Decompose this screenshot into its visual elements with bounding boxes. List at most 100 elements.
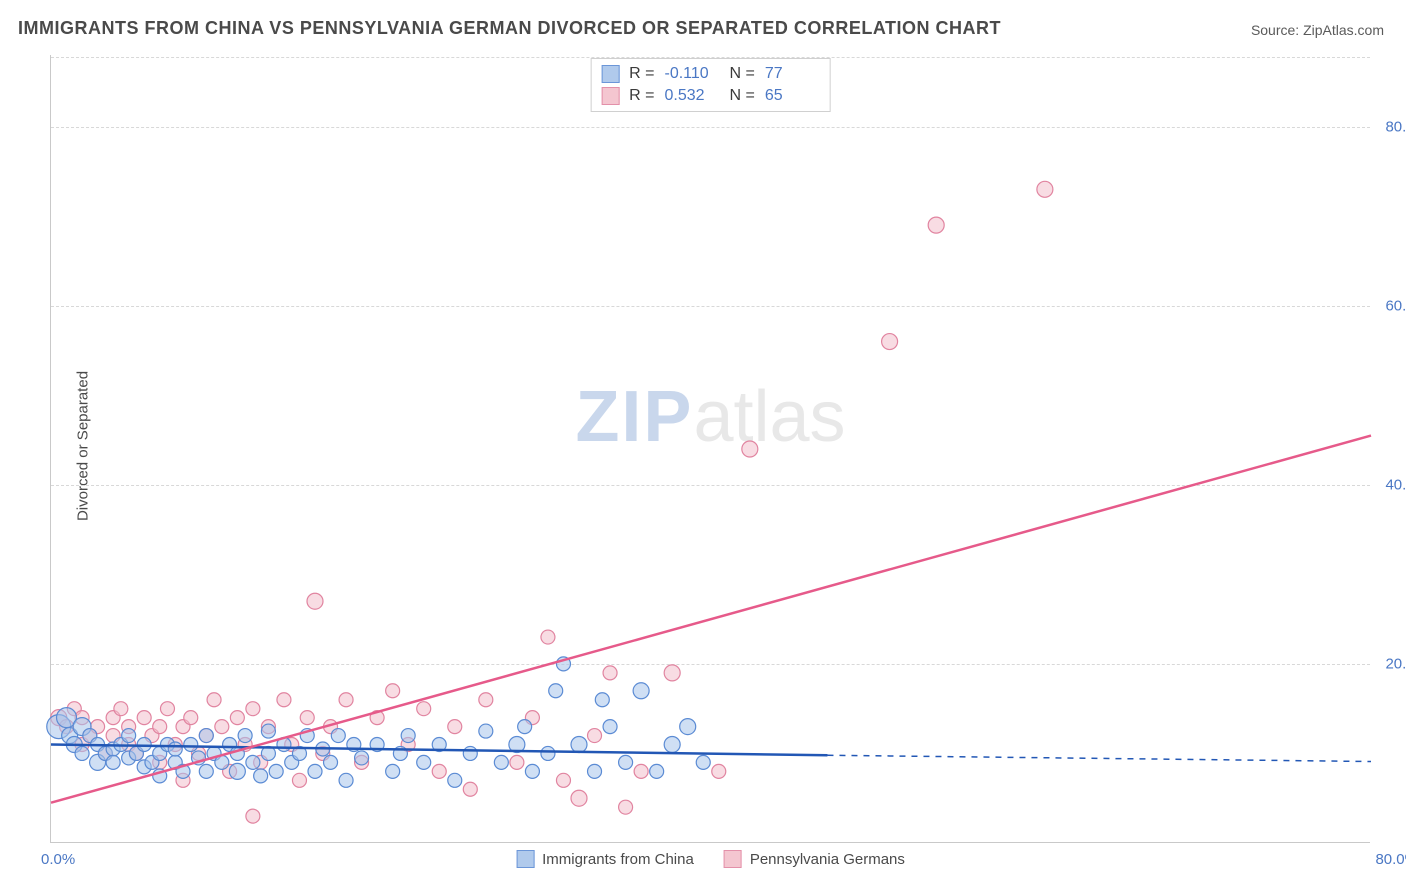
scatter-point bbox=[619, 755, 633, 769]
scatter-point bbox=[463, 746, 477, 760]
scatter-point bbox=[633, 683, 649, 699]
scatter-point bbox=[595, 693, 609, 707]
legend-swatch-pink bbox=[601, 87, 619, 105]
scatter-point bbox=[603, 666, 617, 680]
scatter-point bbox=[292, 773, 306, 787]
scatter-point bbox=[184, 738, 198, 752]
scatter-point bbox=[510, 755, 524, 769]
scatter-point bbox=[300, 711, 314, 725]
scatter-point bbox=[238, 729, 252, 743]
scatter-point bbox=[541, 746, 555, 760]
scatter-point bbox=[479, 724, 493, 738]
scatter-point bbox=[355, 751, 369, 765]
legend-item: Pennsylvania Germans bbox=[724, 850, 905, 868]
scatter-point bbox=[386, 684, 400, 698]
scatter-point bbox=[106, 755, 120, 769]
scatter-point bbox=[246, 702, 260, 716]
legend-swatch-blue bbox=[516, 850, 534, 868]
n-label: N = bbox=[730, 65, 755, 83]
scatter-point bbox=[230, 711, 244, 725]
scatter-point bbox=[664, 737, 680, 753]
scatter-point bbox=[549, 684, 563, 698]
scatter-point bbox=[518, 720, 532, 734]
stats-legend-row: R = 0.532 N = 65 bbox=[601, 85, 820, 107]
scatter-point bbox=[417, 702, 431, 716]
scatter-point bbox=[650, 764, 664, 778]
scatter-point bbox=[184, 711, 198, 725]
legend-swatch-pink bbox=[724, 850, 742, 868]
n-value: 77 bbox=[765, 65, 820, 83]
scatter-point bbox=[307, 593, 323, 609]
scatter-point bbox=[308, 764, 322, 778]
scatter-point bbox=[448, 720, 462, 734]
plot-area: ZIPatlas 20.0%40.0%60.0%80.0% R = -0.110… bbox=[50, 55, 1370, 843]
scatter-point bbox=[254, 769, 268, 783]
scatter-point bbox=[588, 729, 602, 743]
scatter-point bbox=[168, 742, 182, 756]
scatter-point bbox=[339, 773, 353, 787]
scatter-point bbox=[324, 755, 338, 769]
scatter-point bbox=[882, 334, 898, 350]
scatter-point bbox=[246, 755, 260, 769]
y-tick-label: 40.0% bbox=[1385, 476, 1406, 493]
scatter-point bbox=[494, 755, 508, 769]
trend-line-extension bbox=[827, 755, 1371, 761]
y-tick-label: 20.0% bbox=[1385, 655, 1406, 672]
scatter-point bbox=[712, 764, 726, 778]
scatter-point bbox=[417, 755, 431, 769]
legend-label: Pennsylvania Germans bbox=[750, 851, 905, 868]
scatter-point bbox=[479, 693, 493, 707]
n-value: 65 bbox=[765, 87, 820, 105]
scatter-point bbox=[75, 746, 89, 760]
r-value: -0.110 bbox=[665, 65, 720, 83]
legend-label: Immigrants from China bbox=[542, 851, 694, 868]
x-tick-max: 80.0% bbox=[1375, 851, 1406, 868]
scatter-point bbox=[199, 729, 213, 743]
stats-legend: R = -0.110 N = 77 R = 0.532 N = 65 bbox=[590, 58, 831, 112]
scatter-point bbox=[603, 720, 617, 734]
x-tick-min: 0.0% bbox=[41, 851, 75, 868]
scatter-point bbox=[742, 441, 758, 457]
scatter-point bbox=[571, 790, 587, 806]
scatter-point bbox=[207, 693, 221, 707]
scatter-point bbox=[269, 764, 283, 778]
scatter-point bbox=[122, 729, 136, 743]
scatter-svg bbox=[51, 55, 1370, 842]
scatter-point bbox=[619, 800, 633, 814]
scatter-point bbox=[229, 763, 245, 779]
scatter-point bbox=[199, 764, 213, 778]
scatter-point bbox=[588, 764, 602, 778]
scatter-point bbox=[261, 724, 275, 738]
scatter-point bbox=[401, 729, 415, 743]
n-label: N = bbox=[730, 87, 755, 105]
scatter-point bbox=[432, 764, 446, 778]
scatter-point bbox=[556, 773, 570, 787]
scatter-point bbox=[571, 737, 587, 753]
series-legend: Immigrants from China Pennsylvania Germa… bbox=[516, 850, 905, 868]
scatter-point bbox=[1037, 181, 1053, 197]
scatter-point bbox=[339, 693, 353, 707]
r-label: R = bbox=[629, 87, 654, 105]
y-tick-label: 80.0% bbox=[1385, 118, 1406, 135]
scatter-point bbox=[153, 720, 167, 734]
scatter-point bbox=[160, 702, 174, 716]
legend-item: Immigrants from China bbox=[516, 850, 694, 868]
scatter-point bbox=[541, 630, 555, 644]
scatter-point bbox=[448, 773, 462, 787]
scatter-point bbox=[215, 720, 229, 734]
scatter-point bbox=[680, 719, 696, 735]
scatter-point bbox=[664, 665, 680, 681]
scatter-point bbox=[114, 702, 128, 716]
stats-legend-row: R = -0.110 N = 77 bbox=[601, 63, 820, 85]
scatter-point bbox=[928, 217, 944, 233]
scatter-point bbox=[386, 764, 400, 778]
r-value: 0.532 bbox=[665, 87, 720, 105]
source-attribution: Source: ZipAtlas.com bbox=[1251, 22, 1384, 38]
trend-line bbox=[51, 436, 1371, 803]
legend-swatch-blue bbox=[601, 65, 619, 83]
scatter-point bbox=[525, 764, 539, 778]
scatter-point bbox=[277, 693, 291, 707]
scatter-point bbox=[696, 755, 710, 769]
scatter-point bbox=[463, 782, 477, 796]
chart-title: IMMIGRANTS FROM CHINA VS PENNSYLVANIA GE… bbox=[18, 18, 1001, 39]
